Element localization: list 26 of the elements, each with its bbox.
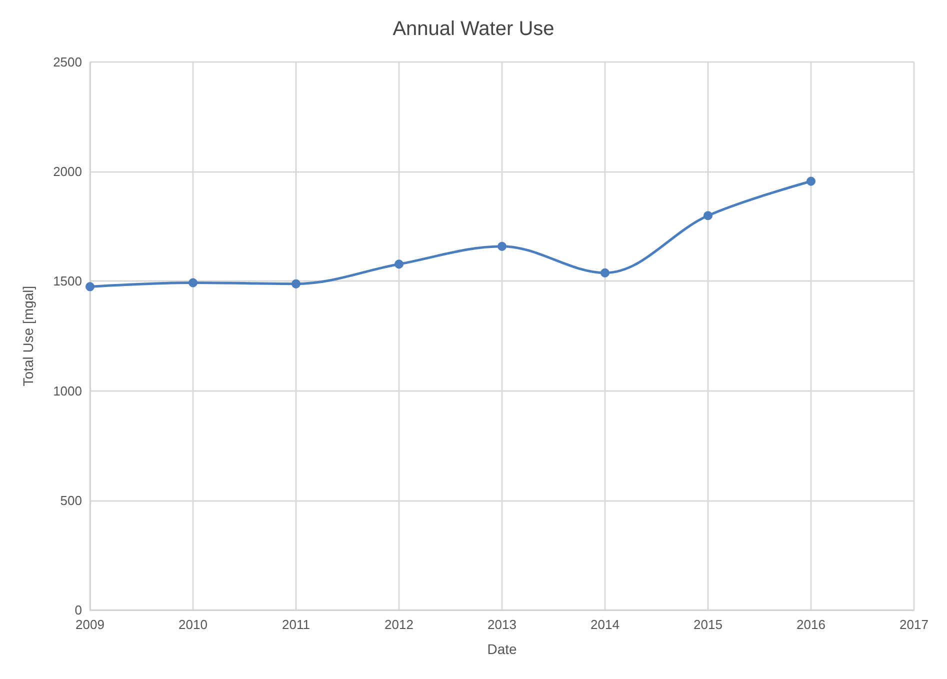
point	[704, 211, 712, 220]
point	[86, 282, 94, 292]
point	[292, 279, 300, 288]
y-tick-label: 1000	[53, 383, 82, 398]
x-tick-label: 2010	[178, 617, 208, 632]
x-tick-label: 2017	[900, 617, 928, 632]
x-tick-label: 2015	[694, 617, 722, 632]
point	[600, 268, 610, 278]
y-tick-label: 500	[60, 492, 82, 508]
x-tick-label: 2014	[590, 617, 620, 632]
y-axis-title: Total Use [mgal]	[20, 286, 36, 386]
point	[188, 278, 198, 288]
point	[806, 176, 816, 186]
y-tick-label: 2000	[53, 164, 82, 180]
y-tick-label: 0	[74, 602, 82, 618]
x-tick-label: 2009	[76, 617, 104, 632]
x-tick-label: 2011	[282, 617, 310, 632]
y-tick-label: 2500	[53, 54, 82, 70]
chart-title: Annual Water Use	[392, 18, 554, 40]
x-tick-label: 2012	[384, 617, 414, 632]
x-tick-label: 2016	[796, 617, 826, 632]
y-tick-label: 1500	[53, 274, 82, 289]
point	[394, 260, 404, 269]
x-tick-label: 2013	[488, 617, 516, 632]
x-axis-title: Date	[487, 641, 517, 657]
point	[498, 242, 506, 251]
